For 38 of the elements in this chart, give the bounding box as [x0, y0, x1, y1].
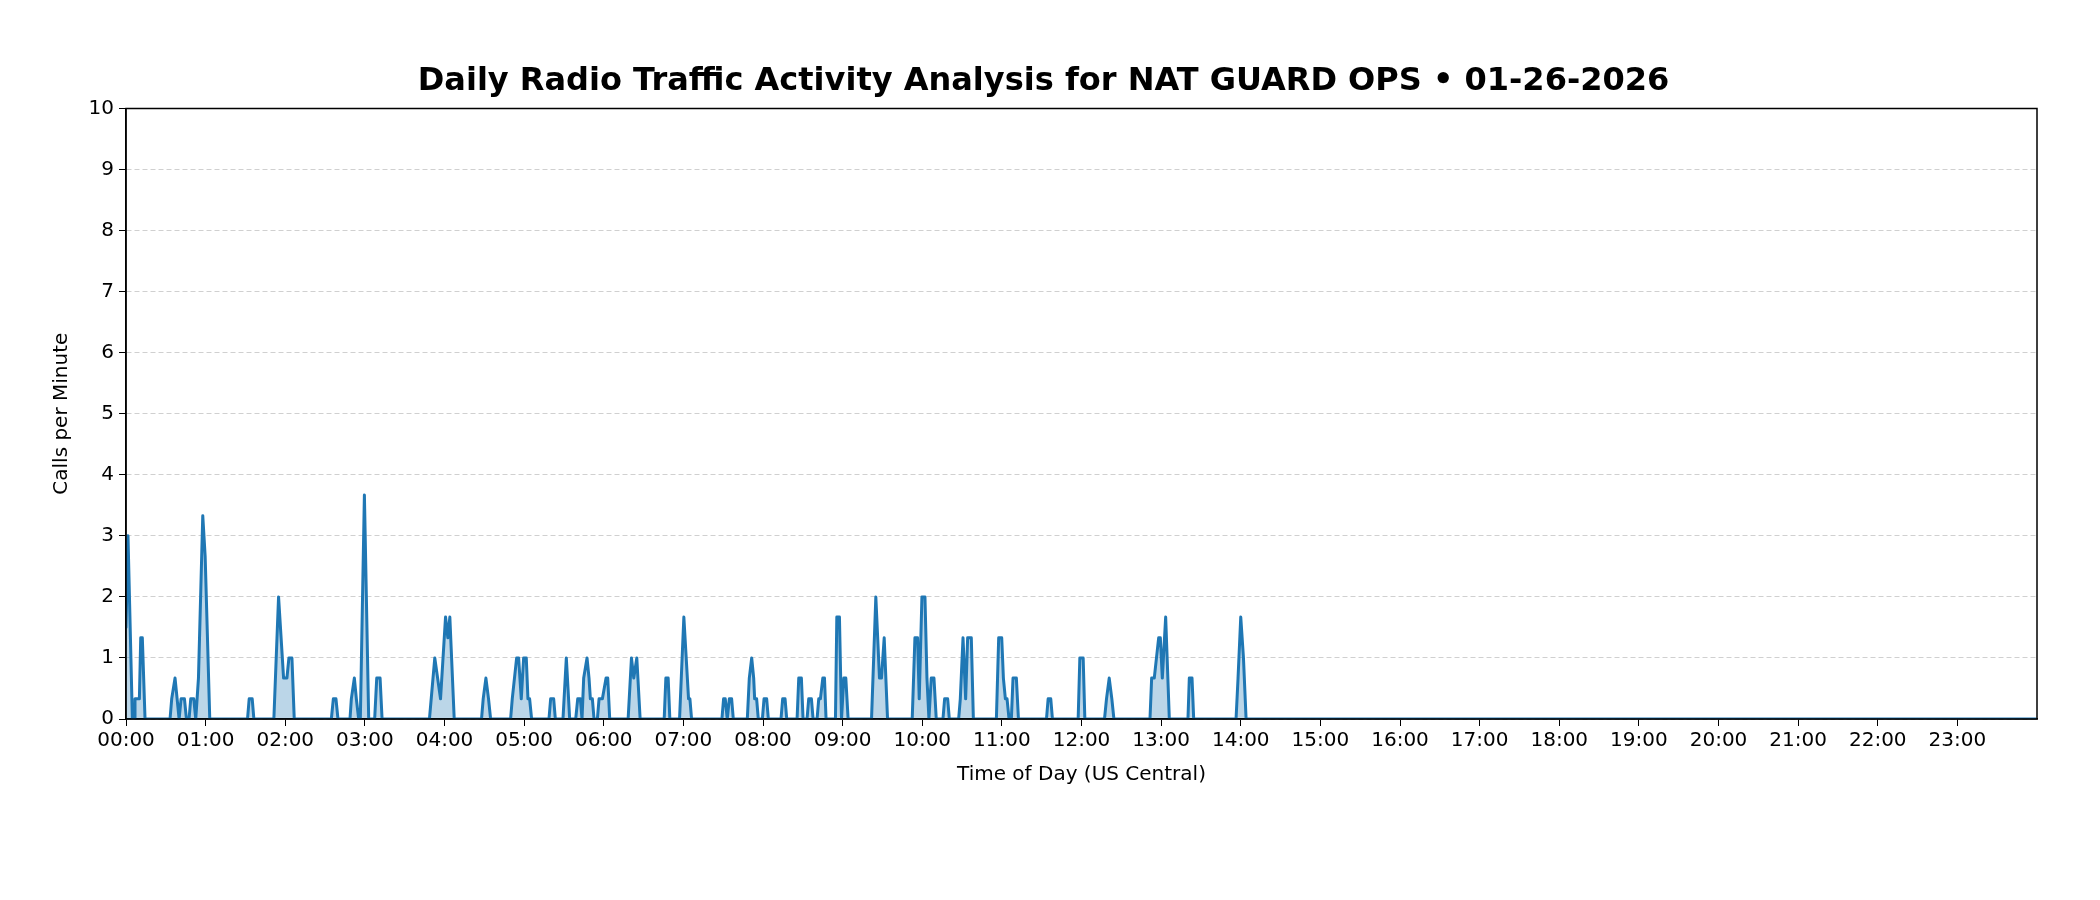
x-tick-label: 15:00 — [1291, 727, 1350, 752]
y-tick-label: 3 — [101, 522, 114, 547]
y-tick-label: 4 — [101, 460, 114, 485]
x-tick-label: 08:00 — [734, 727, 792, 752]
chart-title: Daily Radio Traffic Activity Analysis for NAT GUARD OPS • 01-26-2026 — [417, 59, 1670, 98]
y-tick-label: 5 — [101, 399, 114, 424]
y-tick-label: 10 — [88, 94, 114, 119]
x-tick-label: 09:00 — [813, 727, 872, 752]
x-tick-label: 18:00 — [1530, 727, 1589, 752]
x-tick-label: 06:00 — [574, 727, 633, 752]
y-tick-label: 6 — [101, 338, 114, 363]
y-tick-label: 9 — [101, 155, 114, 180]
x-tick-label: 07:00 — [654, 727, 713, 752]
x-tick-label: 23:00 — [1928, 727, 1987, 752]
x-tick-label: 00:00 — [97, 727, 155, 752]
y-tick-label: 7 — [101, 277, 114, 302]
x-tick-label: 22:00 — [1848, 727, 1907, 752]
x-axis-title: Time of Day (US Central) — [956, 761, 1206, 786]
x-tick-label: 02:00 — [256, 727, 315, 752]
y-tick-label: 1 — [101, 644, 114, 669]
x-tick-label: 11:00 — [973, 727, 1031, 752]
y-tick-label: 0 — [101, 705, 114, 730]
x-tick-label: 10:00 — [893, 727, 952, 752]
x-tick-label: 04:00 — [415, 727, 474, 752]
x-tick-label: 21:00 — [1769, 727, 1827, 752]
x-tick-label: 20:00 — [1689, 727, 1748, 752]
x-tick-label: 17:00 — [1450, 727, 1509, 752]
x-tick-label: 01:00 — [176, 727, 235, 752]
x-tick-label: 14:00 — [1211, 727, 1270, 752]
y-tick-label: 2 — [101, 583, 114, 608]
x-tick-label: 12:00 — [1052, 727, 1111, 752]
x-tick-label: 03:00 — [336, 727, 394, 752]
x-tick-label: 16:00 — [1371, 727, 1429, 752]
x-tick-label: 13:00 — [1132, 727, 1190, 752]
y-tick-label: 8 — [101, 216, 114, 241]
y-axis-title: Calls per Minute — [48, 332, 73, 495]
x-tick-label: 19:00 — [1610, 727, 1668, 752]
x-tick-label: 05:00 — [495, 727, 553, 752]
